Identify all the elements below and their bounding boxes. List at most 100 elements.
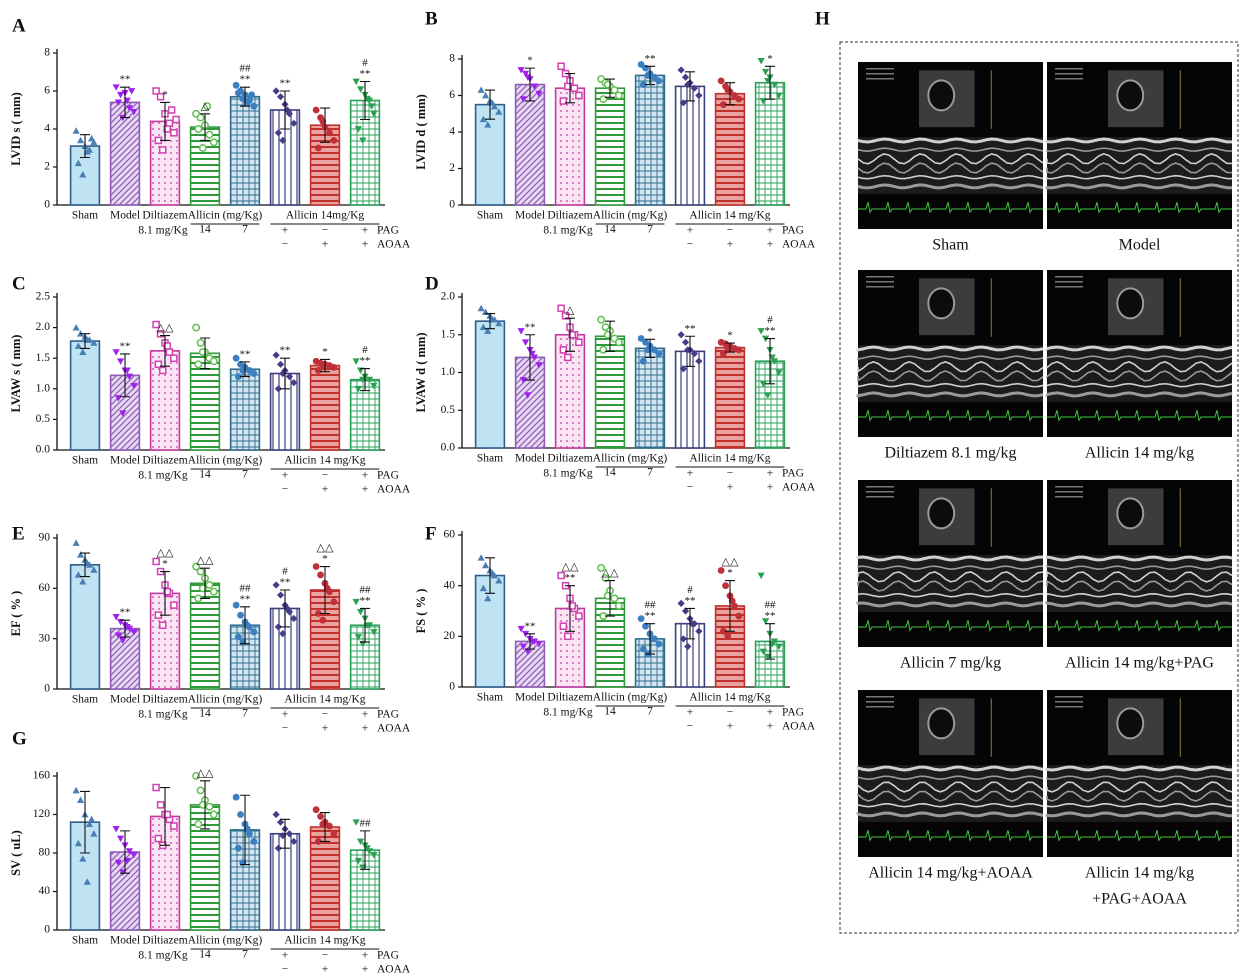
significance-label: ** [280,78,291,90]
bar [231,369,260,450]
data-point [153,785,159,791]
data-point [211,139,217,145]
y-tick-label: 60 [39,582,51,594]
x-tick-label: Diltiazem [547,453,592,465]
echo-info [866,706,894,708]
echo-info [866,73,894,75]
y-tick-label: 0 [449,199,455,211]
bar [556,88,585,205]
treatment-sign: + [767,225,774,237]
data-point [195,126,201,132]
x-sublabel: 8.1 mg/Kg [138,225,187,237]
bar [311,827,340,930]
echo-info [1055,78,1083,80]
y-tick-label: 4 [44,123,50,135]
echo-chamber [928,288,954,318]
group-label: Allicin 14mg/Kg [286,210,365,222]
bar [476,321,505,448]
treatment-sign: + [282,950,289,962]
significance-label: ** [765,325,776,337]
group-label: Allicin 14 mg/Kg [689,692,770,704]
group-label: Allicin 14 mg/Kg [284,455,365,467]
significance-label: ** [685,323,696,335]
echo-info [1055,496,1083,498]
x-tick-label: Model [515,210,545,222]
significance-label: ** [525,321,536,333]
treatment-name: AOAA [377,484,411,496]
panel-letter: A [12,15,26,36]
data-point [77,551,84,557]
x-tick-label: 7 [647,467,653,479]
y-axis-label: FS ( % ) [414,589,428,634]
data-point [77,796,84,802]
group-label: Allicin 14 mg/Kg [689,210,770,222]
treatment-sign: − [727,225,734,237]
significance-label: ## [360,817,372,829]
y-tick-label: 30 [39,632,51,644]
significance-label: ** [120,607,131,619]
panel-letter: H [815,8,830,29]
treatment-sign: − [727,707,734,719]
group-label: Allicin (mg/Kg) [593,453,668,465]
data-point [616,339,622,345]
significance-label: ** [360,68,371,80]
y-tick-label: 1.5 [36,352,51,364]
data-point [206,804,212,810]
significance-label: * [727,330,733,342]
panel-letter: B [425,8,438,29]
y-axis-label: LVID d ( mm) [414,94,428,170]
treatment-sign: + [362,225,369,237]
y-tick-label: 1.0 [441,366,456,378]
treatment-sign: + [767,482,774,494]
data-point [73,324,80,330]
data-point [611,595,617,601]
data-point [735,96,742,103]
significance-label: * [767,53,773,65]
significance-label: ** [280,577,291,589]
bar [676,86,705,205]
echo-info [1055,73,1083,75]
echo-caption: Allicin 14 mg/kg+PAG [1065,655,1214,672]
y-tick-label: 0 [44,199,50,211]
x-tick-label: 14 [199,224,211,236]
echo-chamber [1117,498,1143,528]
data-point [197,114,203,120]
x-tick-label: 14 [199,469,211,481]
data-point [571,85,577,91]
x-tick-label: Sham [477,453,503,465]
treatment-sign: + [727,239,734,251]
y-tick-label: 0.5 [36,413,51,425]
data-point [313,806,320,813]
data-point [73,539,80,545]
data-point [722,582,729,589]
data-point [616,603,622,609]
data-point [73,127,80,133]
data-point [735,346,742,353]
data-point [640,358,647,365]
treatment-name: AOAA [782,239,816,251]
echo-chamber [1117,708,1143,738]
treatment-name: PAG [377,709,399,721]
group-label: Allicin (mg/Kg) [188,694,263,706]
data-point [682,74,689,81]
panel-letter: D [425,273,439,294]
data-point [678,66,685,73]
treatment-sign: + [687,468,694,480]
data-point [237,612,244,619]
x-tick-label: 7 [242,708,248,720]
data-point [478,554,485,560]
data-point [616,92,622,98]
data-point [598,316,604,322]
treatment-sign: + [362,950,369,962]
treatment-name: PAG [782,468,804,480]
significance-label: ** [240,593,251,605]
echo-caption: +PAG+AOAA [1092,891,1187,908]
echo-caption: Sham [932,237,969,254]
data-point [248,91,255,98]
x-tick-label: 7 [242,469,248,481]
data-point [171,130,177,136]
group-label: Allicin (mg/Kg) [593,692,668,704]
x-tick-label: Sham [72,694,98,706]
data-point [173,117,179,123]
y-tick-label: 80 [39,847,51,859]
